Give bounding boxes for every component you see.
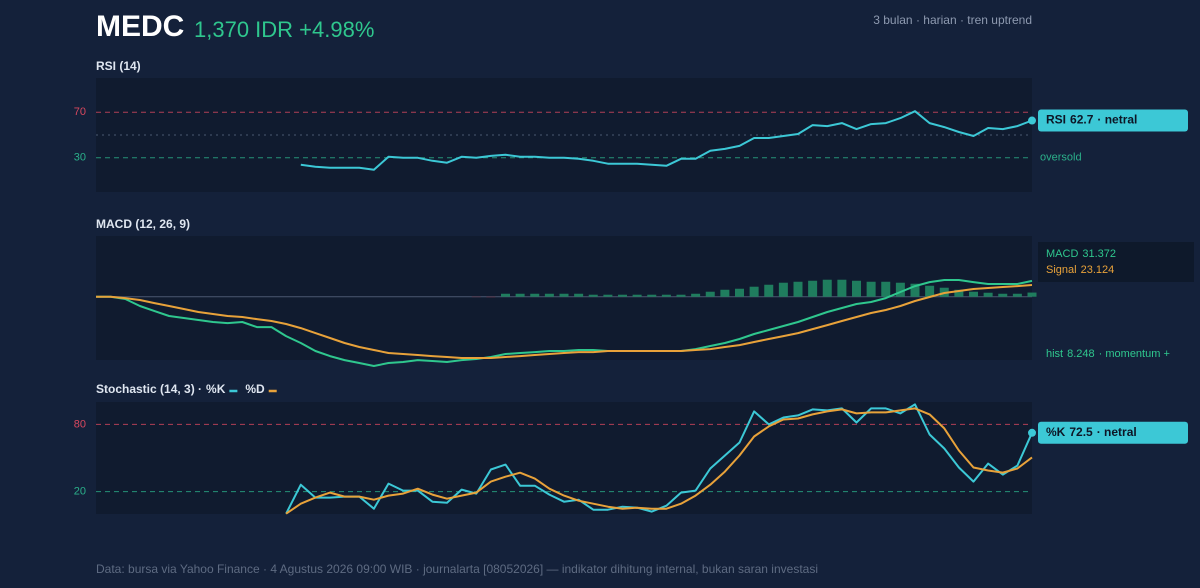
hist-bar — [691, 293, 701, 297]
hist-bar — [735, 288, 744, 297]
panel-title: MACD (12, 26, 9) — [96, 217, 190, 231]
hist-bar — [793, 281, 803, 297]
y-tick-label: 70 — [74, 106, 86, 118]
hist-bar — [749, 286, 759, 297]
badge-value: 72.5 — [1069, 425, 1093, 439]
badge — [1038, 421, 1188, 444]
hist-name: hist — [1046, 348, 1063, 360]
end-dot — [1028, 116, 1036, 125]
hist-bar — [954, 289, 964, 297]
series-line — [285, 407, 1033, 515]
hist-bar — [852, 280, 861, 297]
hist-bar — [530, 293, 540, 297]
badge-status: · netral — [1097, 425, 1137, 439]
badge-text: %K 72.5 · netral — [1046, 425, 1137, 439]
hist-bar — [895, 282, 905, 297]
hist-bar — [925, 285, 935, 297]
hist-note: hist 8.248 · momentum + — [1046, 348, 1170, 360]
legend-value: 23.124 — [1081, 264, 1115, 276]
hist-bar — [676, 294, 686, 297]
series-line — [300, 110, 1033, 171]
hist-bar — [808, 280, 818, 297]
badge-name: %K — [1046, 425, 1066, 439]
zone-label: oversold — [1040, 152, 1082, 164]
hist-bar — [822, 279, 832, 297]
series-line — [96, 279, 1033, 367]
hist-bar — [574, 293, 584, 297]
footer: Data: bursa via Yahoo Finance · 4 Agustu… — [96, 562, 818, 576]
hist-bar — [501, 293, 510, 297]
badge — [1038, 109, 1188, 132]
hist-bar — [764, 284, 774, 297]
hist-bar — [544, 293, 554, 297]
badge-text: RSI 62.7 · netral — [1046, 113, 1137, 127]
y-tick-label: 80 — [74, 418, 86, 430]
hist-bar — [1027, 292, 1037, 297]
hist-bar — [603, 294, 613, 297]
legend-box — [1038, 242, 1194, 282]
hist-bar — [647, 294, 657, 297]
y-tick-label: 20 — [74, 486, 86, 498]
hist-bar — [632, 294, 642, 297]
hist-bar — [881, 281, 891, 297]
legend-name: Signal — [1046, 264, 1077, 276]
hist-value: 8.248 — [1067, 348, 1095, 360]
hist-bar — [486, 296, 496, 298]
hist-bar — [837, 279, 847, 297]
legend-name: MACD — [1046, 248, 1078, 260]
badge-name: RSI — [1046, 113, 1066, 127]
hist-bar — [661, 294, 671, 297]
hist-bar — [866, 281, 876, 297]
hist-bar — [998, 293, 1008, 297]
legend-name: %D — [245, 382, 265, 396]
legend-name: %K — [206, 382, 226, 396]
hist-bar — [559, 293, 569, 297]
hist-bar — [618, 294, 627, 297]
hist-bar — [720, 289, 730, 297]
panel-title: Stochastic (14, 3) · — [96, 382, 202, 396]
badge-value: 62.7 — [1070, 113, 1094, 127]
price: 1,370 IDR +4.98% — [194, 17, 374, 42]
hist-bar — [515, 293, 525, 297]
hist-bar — [969, 291, 978, 297]
hist-bar — [1012, 293, 1022, 297]
legend-value: 31.372 — [1082, 248, 1116, 260]
hist-bar — [910, 283, 920, 297]
hist-bar — [778, 282, 788, 297]
hist-bar — [983, 292, 993, 297]
y-tick-label: 30 — [74, 152, 86, 164]
end-dot — [1028, 428, 1036, 437]
panel — [96, 236, 1032, 360]
series-line — [96, 284, 1033, 359]
hist-bar — [588, 294, 598, 297]
meta: 3 bulan · harian · tren uptrend — [873, 13, 1032, 27]
panel-title: RSI (14) — [96, 59, 141, 73]
legend-entry: Signal 23.124 — [1046, 264, 1114, 276]
panel — [96, 402, 1032, 514]
legend-entry: MACD 31.372 — [1046, 248, 1116, 260]
ticker: MEDC — [96, 10, 184, 43]
hist-bar — [705, 291, 715, 297]
badge-status: · netral — [1097, 113, 1137, 127]
hist-status: · momentum + — [1099, 348, 1170, 360]
